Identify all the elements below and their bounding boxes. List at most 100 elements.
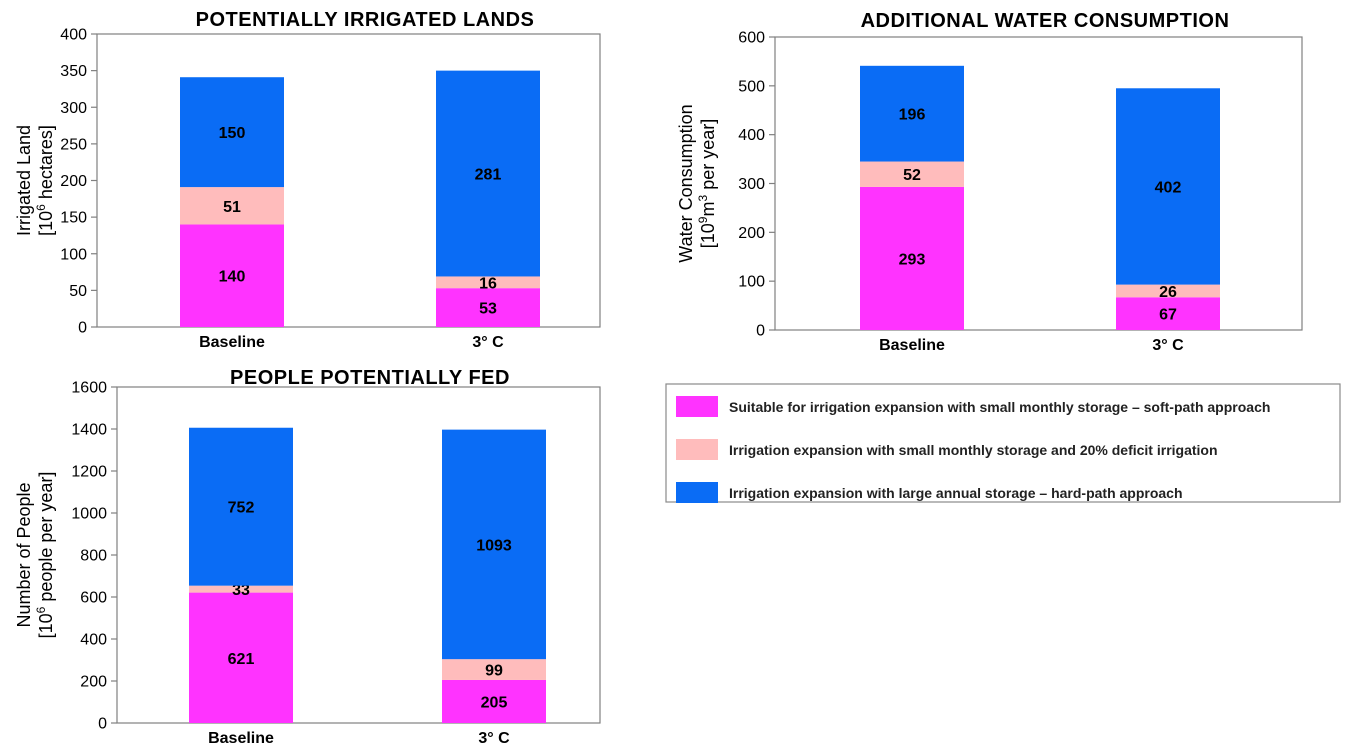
bar-segment — [180, 77, 284, 188]
data-label: 16 — [479, 275, 497, 292]
y-axis-label-line1: Number of People — [14, 482, 34, 627]
y-axis-label-line1: Irrigated Land — [14, 125, 34, 236]
legend: Suitable for irrigation expansion with s… — [665, 383, 1341, 503]
data-label: 53 — [479, 301, 497, 318]
chart-title: ADDITIONAL WATER CONSUMPTION — [861, 10, 1230, 32]
y-axis-label: Irrigated Land [106 hectares] — [14, 125, 56, 236]
y-tick-label: 1600 — [71, 380, 107, 397]
y-tick-label: 0 — [756, 323, 765, 340]
y-axis-unit-exponent: 6 — [34, 204, 48, 211]
chart-irrigated-lands: POTENTIALLY IRRIGATED LANDS 0 50 100 150 200 2… — [14, 9, 601, 351]
bar-segment — [189, 592, 293, 723]
y-axis-unit-part: m — [698, 202, 718, 217]
bar-segment — [436, 70, 540, 277]
data-label: 150 — [219, 125, 246, 142]
y-tick-label: 150 — [60, 210, 87, 227]
legend-label: Suitable for irrigation expansion with s… — [729, 399, 1270, 415]
data-label: 205 — [481, 694, 508, 711]
y-tick-label: 600 — [738, 30, 765, 47]
x-category-label: Baseline — [879, 337, 945, 354]
x-category-label: 3° C — [478, 730, 510, 747]
y-tick-label: 400 — [738, 127, 765, 144]
y-axis-unit-part: [10 — [698, 223, 718, 248]
y-tick-label: 600 — [80, 590, 107, 607]
y-tick-label: 200 — [80, 674, 107, 691]
y-axis-unit-part: hectares] — [36, 125, 56, 204]
data-label: 33 — [232, 582, 250, 599]
data-label: 402 — [1155, 179, 1182, 196]
y-tick-label: 200 — [60, 173, 87, 190]
data-label: 26 — [1159, 284, 1177, 301]
data-label: 1093 — [476, 537, 512, 554]
y-tick-label: 1400 — [71, 422, 107, 439]
bar-segment — [860, 65, 964, 162]
legend-swatch — [676, 482, 718, 503]
y-tick-label: 1200 — [71, 464, 107, 481]
y-axis-unit-part: [10 — [36, 211, 56, 236]
x-category-label: 3° C — [1152, 337, 1184, 354]
data-label: 51 — [223, 199, 241, 216]
bar-segment — [442, 659, 546, 680]
bar-segment — [442, 679, 546, 723]
chart-people-fed: PEOPLE POTENTIALLY FED 0 200 400 600 800 1000 1… — [14, 367, 601, 747]
data-label: 281 — [475, 167, 502, 184]
y-tick-label: 1000 — [71, 506, 107, 523]
y-tick-label: 800 — [80, 548, 107, 565]
data-label: 99 — [485, 663, 503, 680]
x-category-label: 3° C — [472, 334, 504, 351]
bar-segment — [1116, 88, 1220, 285]
y-tick-label: 400 — [80, 632, 107, 649]
bar-segment — [436, 288, 540, 327]
y-axis-label-line1: Water Consumption — [676, 104, 696, 262]
bar-segment — [1116, 284, 1220, 298]
bar-segment — [860, 186, 964, 330]
y-tick-label: 0 — [78, 320, 87, 337]
y-tick-label: 100 — [60, 246, 87, 263]
bar-segment — [860, 161, 964, 187]
data-label: 52 — [903, 167, 921, 184]
chart-title: PEOPLE POTENTIALLY FED — [230, 367, 510, 389]
y-tick-label: 300 — [738, 176, 765, 193]
y-tick-label: 200 — [738, 225, 765, 242]
y-axis-label: Water Consumption [109m3 per year] — [676, 104, 718, 262]
bar-segment — [180, 187, 284, 225]
data-label: 621 — [228, 651, 255, 668]
y-axis-label-line2: [109m3 per year] — [696, 119, 718, 248]
bar-segment — [1116, 297, 1220, 330]
data-label: 196 — [899, 107, 926, 124]
y-axis-label-line2: [106 people per year] — [34, 472, 56, 639]
x-category-label: Baseline — [208, 730, 274, 747]
y-tick-label: 350 — [60, 63, 87, 80]
data-label: 752 — [228, 500, 255, 517]
data-label: 293 — [899, 251, 926, 268]
bar-segment — [442, 429, 546, 660]
y-axis-label-line2: [106 hectares] — [34, 125, 56, 236]
y-tick-label: 250 — [60, 136, 87, 153]
legend-swatch — [676, 396, 718, 417]
plot-area — [774, 36, 1303, 331]
x-category-label: Baseline — [199, 334, 265, 351]
bar-segment — [180, 224, 284, 327]
y-tick-label: 400 — [60, 27, 87, 44]
bar-segment — [189, 585, 293, 593]
y-tick-label: 0 — [98, 716, 107, 733]
legend-label: Irrigation expansion with small monthly … — [729, 442, 1218, 458]
y-axis-unit-exponent: 9 — [696, 216, 710, 223]
legend-frame — [665, 383, 1341, 503]
y-axis-unit-exponent: 3 — [696, 195, 710, 202]
chart-water-consumption: ADDITIONAL WATER CONSUMPTION 0 100 200 300 40… — [676, 10, 1303, 354]
y-axis-unit-exponent: 6 — [34, 606, 48, 613]
y-tick-label: 100 — [738, 274, 765, 291]
data-label: 140 — [219, 269, 246, 286]
chart-title: POTENTIALLY IRRIGATED LANDS — [196, 9, 535, 31]
y-tick-label: 500 — [738, 78, 765, 95]
bar-segment — [189, 427, 293, 586]
y-tick-label: 50 — [69, 283, 87, 300]
y-axis-unit-part: people per year] — [36, 472, 56, 607]
legend-swatch — [676, 439, 718, 460]
y-axis-label: Number of People [106 people per year] — [14, 472, 56, 639]
bar-segment — [436, 276, 540, 289]
y-axis-unit-part: [10 — [36, 613, 56, 638]
y-tick-label: 300 — [60, 100, 87, 117]
